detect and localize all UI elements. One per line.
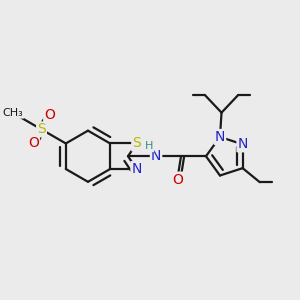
Text: O: O bbox=[44, 108, 55, 122]
Text: H: H bbox=[145, 141, 153, 151]
Text: N: N bbox=[131, 162, 142, 176]
Text: O: O bbox=[28, 136, 39, 151]
Text: O: O bbox=[172, 172, 183, 187]
Text: S: S bbox=[37, 122, 46, 136]
Text: S: S bbox=[132, 136, 141, 151]
Text: N: N bbox=[151, 149, 161, 163]
Text: CH₃: CH₃ bbox=[3, 108, 23, 118]
Text: N: N bbox=[237, 137, 248, 151]
Text: N: N bbox=[215, 130, 225, 144]
